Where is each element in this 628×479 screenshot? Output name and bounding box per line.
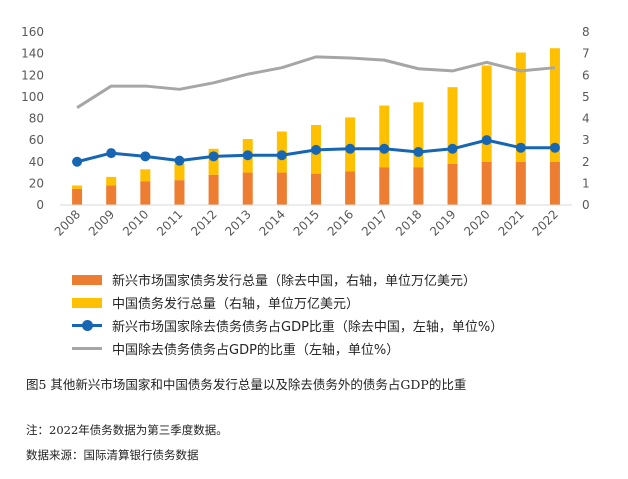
point-em-ratio-2020 [481, 135, 492, 146]
point-em-ratio-2022 [549, 142, 560, 153]
point-em-ratio-2018 [413, 147, 424, 158]
x-tick-2013: 2013 [222, 207, 253, 238]
left-tick-140: 140 [21, 47, 44, 61]
x-tick-2016: 2016 [325, 207, 356, 238]
bar-em-2013 [242, 172, 253, 205]
point-em-ratio-2009 [106, 148, 117, 159]
bars-layer [72, 48, 560, 205]
x-tick-2011: 2011 [154, 207, 185, 238]
legend-swatch-em-ratio [72, 320, 102, 331]
point-em-ratio-2017 [379, 143, 390, 154]
footnote: 注：2022年债务数据为第三季度数据。 [26, 423, 228, 437]
x-tick-2022: 2022 [530, 207, 561, 238]
figure-caption: 图5 其他新兴市场国家和中国债务发行总量以及除去债务外的债务占GDP的比重 [26, 377, 467, 392]
point-em-ratio-2010 [140, 151, 151, 162]
bar-em-2008 [72, 188, 83, 205]
legend-label-em-bonds: 新兴市场国家债务发行总量（除去中国，右轴，单位万亿美元） [112, 274, 477, 289]
bar-china-2021 [515, 52, 526, 162]
bar-em-2017 [379, 167, 390, 205]
right-tick-7: 7 [582, 47, 590, 61]
bar-em-2011 [174, 180, 185, 205]
left-tick-100: 100 [21, 90, 44, 104]
legend-swatch-china-bonds [72, 297, 102, 308]
x-tick-2009: 2009 [86, 207, 117, 238]
bar-china-2012 [208, 148, 219, 175]
bar-em-2009 [106, 185, 117, 205]
right-tick-0: 0 [582, 198, 590, 212]
legend-label-em-ratio: 新兴市场国家除去债务债务占GDP比重（除去中国，左轴，单位%） [112, 320, 504, 335]
bar-em-2022 [549, 161, 560, 205]
x-tick-2012: 2012 [188, 207, 219, 238]
left-tick-120: 120 [21, 68, 44, 82]
point-em-ratio-2014 [276, 150, 287, 161]
point-em-ratio-2012 [208, 151, 219, 162]
bar-china-2019 [447, 87, 458, 164]
legend-item-china-ratio: 中国除去债务债务占GDP的比重（左轴，单位%） [72, 337, 612, 360]
point-em-ratio-2013 [242, 150, 253, 161]
bar-em-2020 [481, 161, 492, 205]
lines-layer [72, 55, 560, 167]
right-tick-5: 5 [582, 90, 590, 104]
x-tick-2008: 2008 [52, 207, 83, 238]
bar-em-2010 [140, 181, 151, 205]
x-tick-2014: 2014 [256, 207, 287, 238]
bar-em-2018 [413, 167, 424, 205]
right-tick-8: 8 [582, 25, 590, 39]
line-china-ratio [76, 55, 556, 109]
x-tick-2015: 2015 [291, 207, 322, 238]
bar-em-2012 [208, 174, 219, 205]
x-tick-2018: 2018 [393, 207, 424, 238]
bar-china-2022 [549, 48, 560, 162]
point-em-ratio-2015 [311, 144, 321, 155]
bar-em-2019 [447, 163, 458, 205]
legend-swatch-em-bonds [72, 274, 102, 285]
bar-china-2009 [106, 176, 117, 186]
bar-china-2010 [140, 169, 151, 182]
point-em-ratio-2011 [174, 155, 185, 166]
x-tick-2021: 2021 [495, 207, 526, 238]
right-tick-2: 2 [582, 155, 590, 169]
legend-item-china-bonds: 中国债务发行总量（右轴，单位万亿美元） [72, 291, 612, 314]
legend-label-china-ratio: 中国除去债务债务占GDP的比重（左轴，单位%） [112, 343, 400, 358]
left-tick-40: 40 [29, 155, 44, 169]
point-em-ratio-2021 [515, 142, 526, 153]
legend-item-em-ratio: 新兴市场国家除去债务债务占GDP比重（除去中国，左轴，单位%） [72, 314, 612, 337]
point-em-ratio-2008 [72, 156, 83, 167]
legend: 新兴市场国家债务发行总量（除去中国，右轴，单位万亿美元） 中国债务发行总量（右轴… [72, 268, 612, 360]
point-em-ratio-2019 [447, 143, 458, 154]
x-tick-2017: 2017 [359, 207, 390, 238]
x-tick-2020: 2020 [461, 207, 492, 238]
bar-china-2017 [379, 105, 390, 168]
left-tick-60: 60 [29, 133, 44, 147]
point-em-ratio-2016 [345, 143, 356, 154]
right-tick-3: 3 [582, 133, 590, 147]
left-tick-160: 160 [21, 25, 44, 39]
bar-china-2008 [72, 185, 83, 189]
bar-em-2021 [515, 161, 526, 205]
x-tick-2010: 2010 [120, 207, 151, 238]
left-tick-0: 0 [36, 198, 44, 212]
bar-em-2014 [276, 172, 287, 205]
bar-em-2016 [345, 171, 356, 205]
bar-china-2020 [481, 65, 492, 162]
left-tick-20: 20 [29, 176, 44, 190]
x-tick-2019: 2019 [427, 207, 458, 238]
left-tick-80: 80 [29, 112, 44, 126]
legend-swatch-china-ratio [72, 347, 102, 350]
legend-item-em-bonds: 新兴市场国家债务发行总量（除去中国，右轴，单位万亿美元） [72, 268, 612, 291]
data-source: 数据来源：国际清算银行债务数据 [26, 448, 199, 462]
right-tick-1: 1 [582, 176, 590, 190]
bar-em-2015 [311, 173, 321, 205]
right-tick-6: 6 [582, 68, 590, 82]
legend-label-china-bonds: 中国债务发行总量（右轴，单位万亿美元） [112, 297, 360, 312]
bar-china-2018 [413, 102, 424, 168]
right-tick-4: 4 [582, 112, 590, 126]
bar-china-2011 [174, 163, 185, 181]
